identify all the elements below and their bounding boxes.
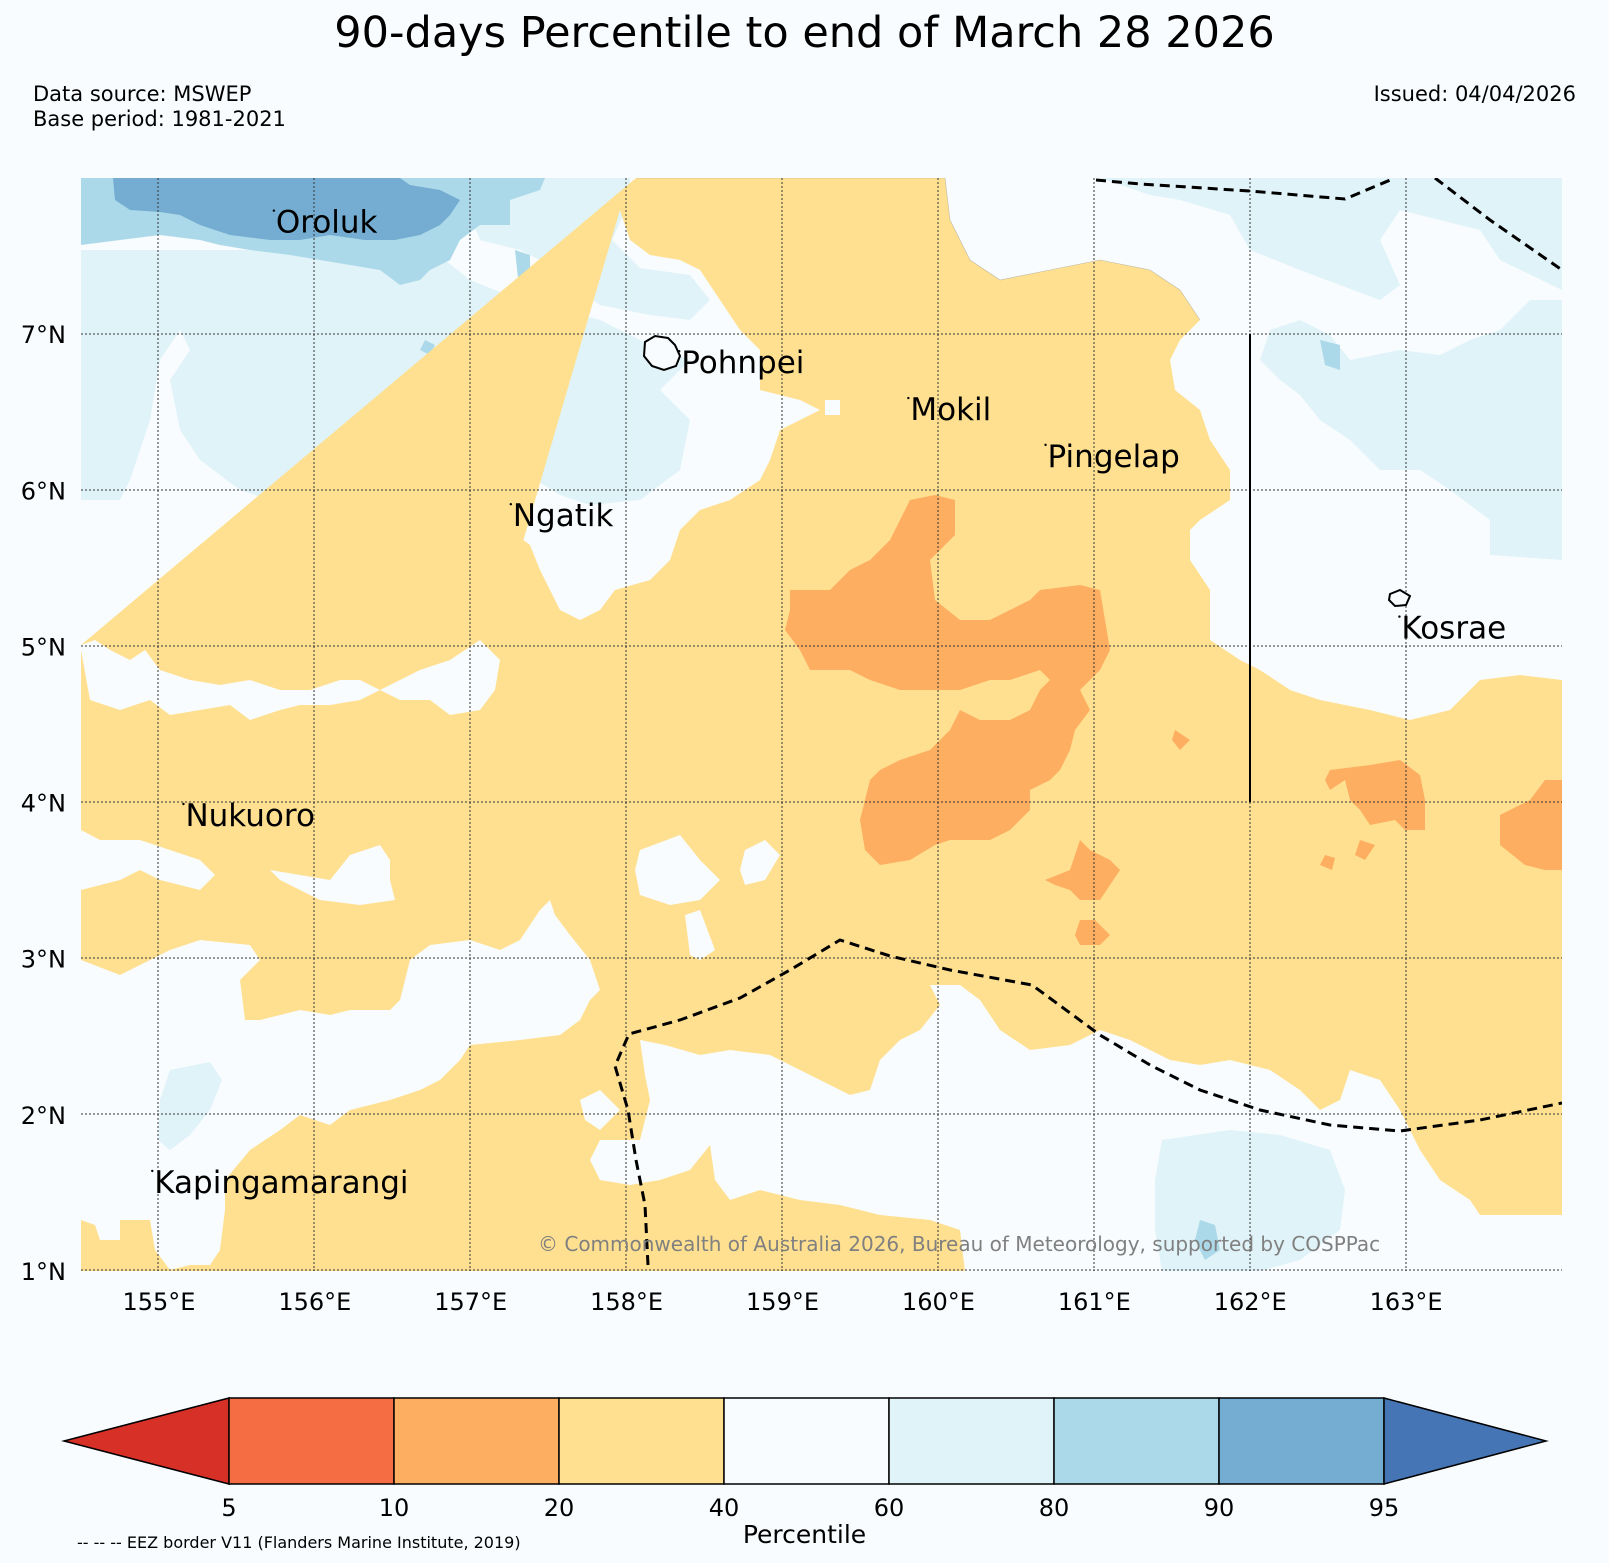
colorbar-extend-low [61,1397,230,1485]
lat-tick-label: 7°N [21,321,66,349]
colorbar-segment [228,1397,395,1485]
colorbar-label: Percentile [742,1520,867,1549]
metadata-block: Data source: MSWEP Base period: 1981-202… [33,82,286,132]
graticule [81,178,1562,1271]
lon-tick-label: 156°E [278,1288,351,1316]
contour-20-40 [81,178,1562,1271]
place-marker [151,1169,154,1173]
lat-tick-label: 5°N [21,633,66,661]
place-labels: Oroluk Pohnpei Mokil Pingelap Ngatik Kosrae Nu… [151,205,1506,1201]
place-marker [677,349,681,353]
place-label-kapingamarangi: Kapingamarangi [154,1165,408,1201]
lon-tick-label: 161°E [1058,1288,1131,1316]
colorbar: 5 10 20 40 60 80 90 95 [61,1397,1549,1522]
place-marker [1044,443,1047,447]
colorbar-tick-label: 80 [1039,1494,1070,1522]
colorbar-tick-label: 95 [1369,1494,1400,1522]
lon-tick-label: 163°E [1370,1288,1443,1316]
contour-60-80 [158,1062,222,1150]
colorbar-segment [888,1397,1055,1485]
kosrae-island [1387,588,1412,608]
place-marker [182,802,185,806]
lat-tick-label: 4°N [21,790,66,818]
lon-tick-label: 162°E [1214,1288,1287,1316]
colorbar-segment [1053,1397,1220,1485]
lon-tick-label: 159°E [746,1288,819,1316]
place-marker [509,502,513,506]
place-marker [907,396,910,400]
place-marker [272,209,276,212]
place-label-nukuoro: Nukuoro [185,798,314,834]
place-label-kosrae: Kosrae [1401,611,1506,647]
contour-90-95 [113,178,460,240]
colorbar-tick-label: 5 [221,1494,236,1522]
eez-border [613,178,1562,1266]
copyright-credit: © Commonwealth of Australia 2026, Bureau… [538,1232,1381,1256]
percentile-field [81,178,1562,1271]
data-source: Data source: MSWEP [33,82,252,106]
colorbar-tick-label: 60 [874,1494,905,1522]
lat-tick-label: 2°N [21,1102,66,1130]
map-title: 90-days Percentile to end of March 28 20… [334,8,1275,58]
lon-tick-label: 157°E [434,1288,507,1316]
lat-tick-label: 1°N [21,1258,66,1286]
colorbar-segment [558,1397,725,1485]
lon-axis-labels: 155°E 156°E 157°E 158°E 159°E 160°E 161°E 162°E… [122,1288,1442,1316]
lat-axis-labels: 7°N 6°N 5°N 4°N 3°N 2°N 1°N [21,321,66,1286]
colorbar-tick-label: 10 [379,1494,410,1522]
place-label-oroluk: Oroluk [276,205,378,241]
colorbar-segment [723,1397,890,1485]
contour-10-20 [785,495,1110,865]
lon-tick-label: 158°E [590,1288,663,1316]
base-period: Base period: 1981-2021 [33,107,286,131]
place-label-pohnpei: Pohnpei [681,345,804,381]
colorbar-segment [1218,1397,1385,1485]
issued-date: Issued: 04/04/2026 [1373,82,1576,106]
lon-tick-label: 155°E [122,1288,195,1316]
colorbar-extend-high [1383,1397,1549,1485]
place-label-pingelap: Pingelap [1048,439,1180,475]
colorbar-tick-label: 90 [1204,1494,1235,1522]
pohnpei-island [642,334,682,372]
place-label-ngatik: Ngatik [513,498,614,534]
place-label-mokil: Mokil [910,392,991,428]
colorbar-tick-label: 40 [709,1494,740,1522]
colorbar-segment [393,1397,560,1485]
contour-60-80 [1100,178,1562,560]
lat-tick-label: 6°N [21,477,66,505]
colorbar-tick-label: 20 [544,1494,575,1522]
lon-tick-label: 160°E [902,1288,975,1316]
eez-legend-note: -- -- -- EEZ border V11 (Flanders Marine… [77,1533,521,1552]
lat-tick-label: 3°N [21,946,66,974]
place-marker [1398,615,1401,618]
